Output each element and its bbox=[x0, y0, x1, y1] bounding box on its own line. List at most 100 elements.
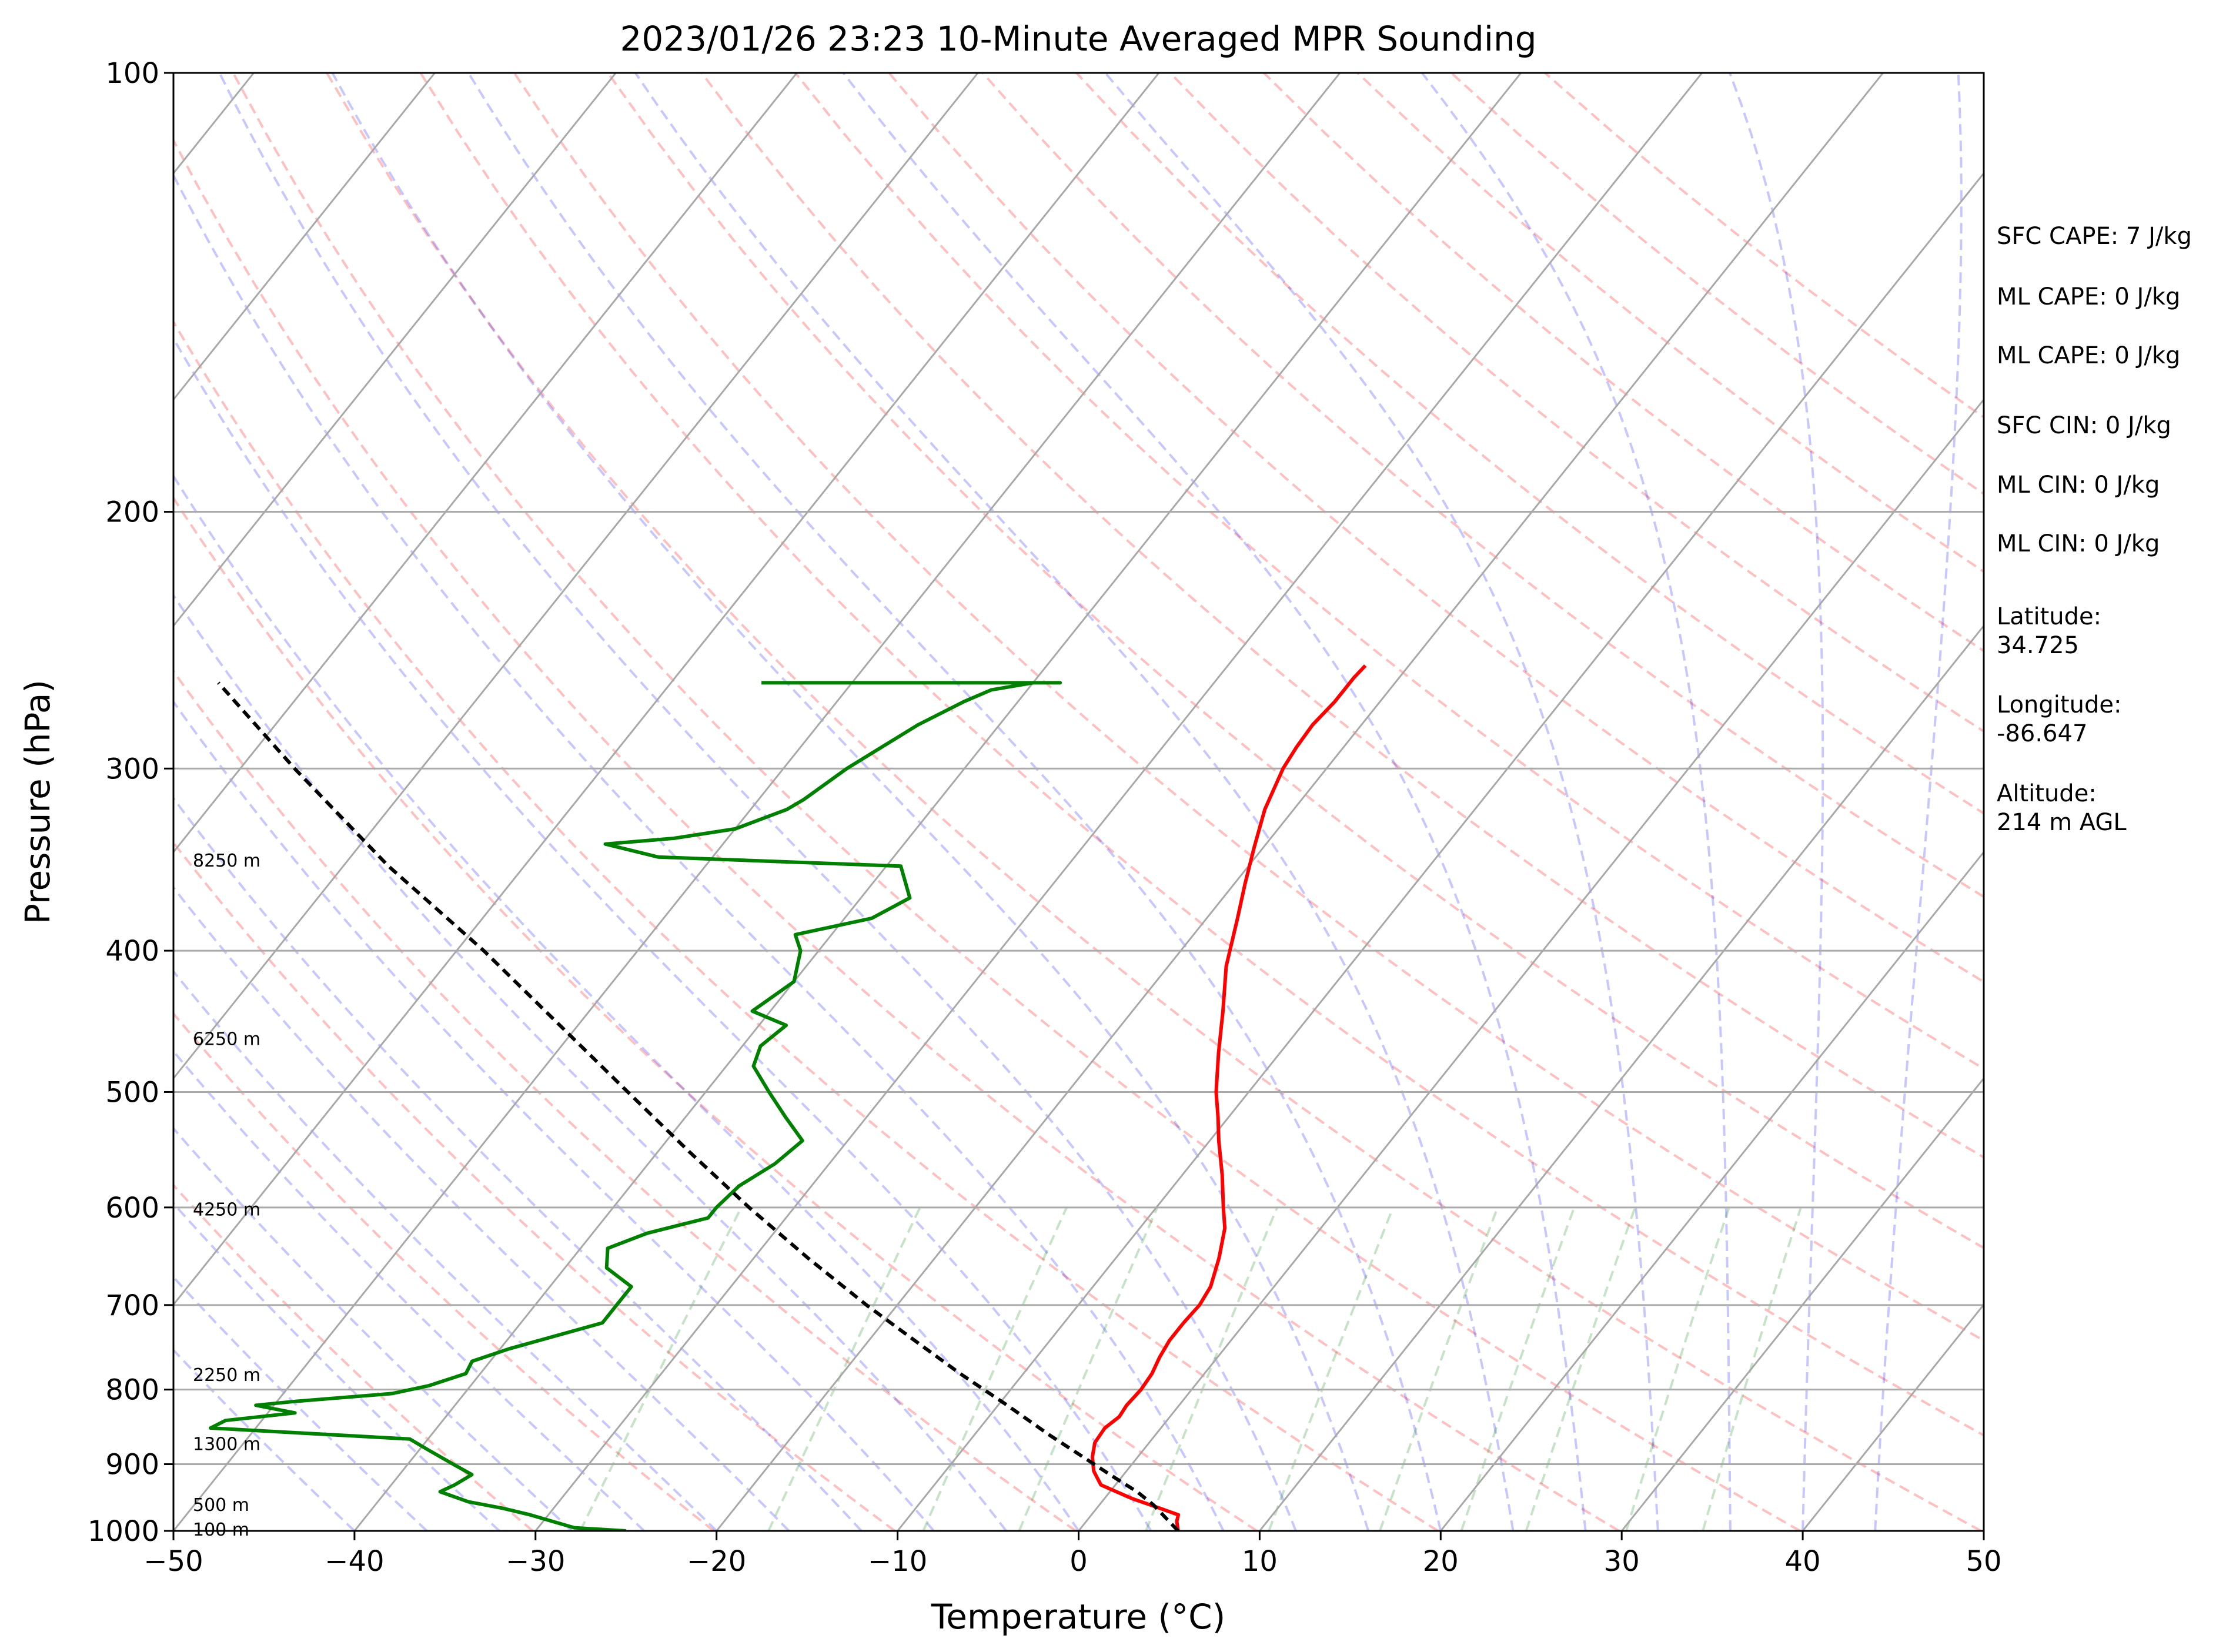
x-tick-label: −50 bbox=[143, 1545, 203, 1578]
moist-adiabat-line bbox=[173, 172, 1225, 1531]
height-labels: 8250 m 6250 m 4250 m 2250 m 1300 m 500 m 100 m bbox=[193, 851, 260, 1540]
moist-adiabat-line bbox=[173, 1126, 573, 1531]
x-tick-label: 50 bbox=[1966, 1545, 2001, 1578]
isotherm-line bbox=[534, 73, 1703, 1531]
moist-adiabat-line bbox=[1104, 73, 1659, 1531]
isotherm-line bbox=[1440, 850, 1984, 1531]
dry-adiabat-line bbox=[607, 73, 1984, 1249]
moist-adiabat-line bbox=[173, 1275, 428, 1531]
y-tick-label: 600 bbox=[105, 1192, 159, 1225]
height-label: 8250 m bbox=[193, 851, 260, 871]
y-axis-ticks: 100 200 300 400 500 600 700 800 900 1000 bbox=[88, 57, 173, 1548]
sfc-cape-text: SFC CAPE: 7 J/kg bbox=[1997, 223, 2192, 250]
moist-adiabat-line bbox=[173, 969, 718, 1531]
altitude-label: Altitude: bbox=[1997, 780, 2097, 807]
moist-adiabat-line bbox=[173, 1202, 500, 1531]
y-tick-label: 400 bbox=[105, 935, 159, 968]
x-tick-label: 0 bbox=[1069, 1545, 1088, 1578]
y-tick-label: 800 bbox=[105, 1374, 159, 1407]
isotherm-line bbox=[173, 73, 1160, 1306]
x-axis-ticks: −50 −40 −30 −20 −10 0 10 20 30 40 50 bbox=[143, 1531, 2002, 1578]
isotherm-line bbox=[1621, 1076, 1984, 1531]
moist-adiabat-line bbox=[1874, 73, 1963, 1531]
isotherm-line bbox=[173, 73, 436, 402]
x-tick-label: 10 bbox=[1242, 1545, 1278, 1578]
isotherm-line bbox=[897, 172, 1984, 1531]
dry-adiabat-line bbox=[700, 73, 1984, 1159]
moist-adiabat-line bbox=[173, 1049, 645, 1531]
dry-adiabat-line bbox=[419, 73, 1984, 1437]
mixing-ratio-line bbox=[1625, 1207, 1730, 1531]
moist-adiabat-line bbox=[1421, 73, 1732, 1531]
chart-title: 2023/01/26 23:23 10-Minute Averaged MPR … bbox=[620, 19, 1536, 59]
y-tick-label: 300 bbox=[105, 753, 159, 785]
isotherm-line bbox=[353, 73, 1522, 1531]
x-tick-label: −30 bbox=[506, 1545, 565, 1578]
dewpoint-line bbox=[209, 681, 1062, 1531]
dry-adiabat-line bbox=[794, 73, 1984, 1071]
x-tick-label: −20 bbox=[687, 1545, 746, 1578]
moist-adiabat-line bbox=[467, 73, 1442, 1531]
moist-adiabat-line bbox=[173, 474, 1080, 1531]
dry-adiabat-line bbox=[232, 73, 1801, 1531]
moist-adiabat-line bbox=[331, 73, 1370, 1531]
y-tick-label: 1000 bbox=[88, 1515, 159, 1548]
x-tick-label: 40 bbox=[1785, 1545, 1821, 1578]
dry-adiabat-line bbox=[173, 138, 1620, 1531]
dry-adiabat-line bbox=[326, 73, 1982, 1531]
sounding-series bbox=[209, 664, 1367, 1531]
moist-adiabat-line bbox=[634, 73, 1515, 1531]
y-tick-label: 200 bbox=[105, 496, 159, 529]
x-tick-label: 20 bbox=[1423, 1545, 1459, 1578]
dry-adiabat-line bbox=[173, 1183, 534, 1531]
dry-adiabat-line bbox=[173, 1012, 715, 1531]
isotherm-line bbox=[716, 73, 1884, 1531]
y-tick-label: 700 bbox=[105, 1289, 159, 1322]
isotherm-line bbox=[173, 73, 798, 854]
parcel-line bbox=[217, 681, 1179, 1531]
x-axis-label: Temperature (°C) bbox=[931, 1597, 1226, 1637]
moist-adiabat-line bbox=[173, 796, 863, 1531]
moist-adiabat-line bbox=[842, 73, 1587, 1531]
moist-adiabat-line bbox=[173, 336, 1152, 1531]
dry-adiabat-line bbox=[173, 319, 1439, 1531]
temperature-line bbox=[1090, 664, 1367, 1531]
x-tick-label: −10 bbox=[868, 1545, 927, 1578]
y-tick-label: 500 bbox=[105, 1076, 159, 1109]
longitude-value: -86.647 bbox=[1997, 720, 2087, 747]
altitude-value: 214 m AGL bbox=[1997, 809, 2127, 836]
longitude-label: Longitude: bbox=[1997, 691, 2121, 718]
isotherms bbox=[173, 73, 1984, 1531]
height-label: 1300 m bbox=[193, 1434, 260, 1454]
moist-adiabat-line bbox=[173, 593, 1007, 1531]
isotherm-line bbox=[1078, 398, 1984, 1531]
ml-cape-text-2: ML CAPE: 0 J/kg bbox=[1997, 342, 2180, 369]
isotherm-line bbox=[173, 73, 617, 627]
height-label: 2250 m bbox=[193, 1365, 260, 1386]
height-label: 500 m bbox=[193, 1495, 249, 1516]
dry-adiabat-line bbox=[173, 841, 896, 1531]
isotherm-line bbox=[173, 73, 1341, 1531]
x-tick-label: −40 bbox=[325, 1545, 384, 1578]
mixing-ratio-line bbox=[1702, 1207, 1802, 1531]
latitude-value: 34.725 bbox=[1997, 632, 2079, 659]
isotherm-line bbox=[1259, 624, 1984, 1531]
ml-cin-text-2: ML CIN: 0 J/kg bbox=[1997, 530, 2160, 557]
stats-panel: SFC CAPE: 7 J/kg ML CAPE: 0 J/kg ML CAPE… bbox=[1997, 223, 2192, 836]
dry-adiabat-line bbox=[888, 73, 1984, 984]
moist-adiabat-line bbox=[1729, 73, 1824, 1531]
height-label: 4250 m bbox=[193, 1199, 260, 1220]
y-axis-label: Pressure (hPa) bbox=[18, 680, 58, 924]
height-label: 6250 m bbox=[193, 1029, 260, 1050]
ml-cin-text: ML CIN: 0 J/kg bbox=[1997, 471, 2160, 499]
x-tick-label: 30 bbox=[1604, 1545, 1640, 1578]
height-label: 100 m bbox=[193, 1520, 249, 1540]
plot-area bbox=[173, 73, 1984, 1531]
y-tick-label: 900 bbox=[105, 1449, 159, 1482]
sfc-cin-text: SFC CIN: 0 J/kg bbox=[1997, 412, 2171, 439]
isotherm-line bbox=[173, 73, 979, 1080]
dry-adiabat-line bbox=[513, 73, 1984, 1342]
moist-adiabat-line bbox=[173, 700, 935, 1531]
